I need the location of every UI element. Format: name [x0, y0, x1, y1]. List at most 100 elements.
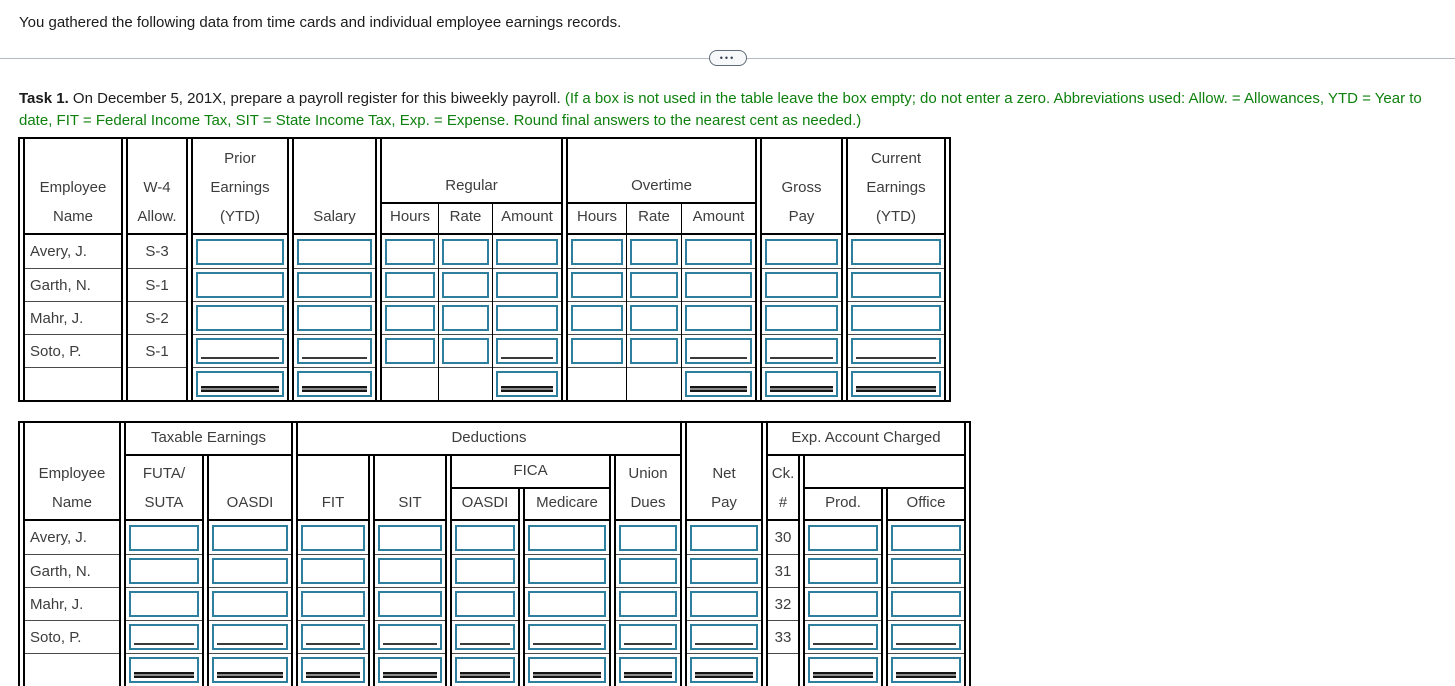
overtime-group: Overtime Hours Rate — [566, 139, 757, 400]
medicare-input[interactable] — [528, 558, 606, 584]
salary-input[interactable] — [297, 238, 372, 265]
regular-amount-input[interactable] — [496, 338, 558, 364]
gross-pay-input[interactable] — [765, 272, 838, 298]
current-earnings-total-input[interactable] — [851, 371, 941, 397]
current-earnings-input[interactable] — [851, 238, 941, 265]
current-earnings-input[interactable] — [851, 272, 941, 298]
prod-expense-total-input[interactable] — [808, 657, 878, 683]
current-earnings-input[interactable] — [851, 305, 941, 331]
medicare-total-input[interactable] — [528, 657, 606, 683]
sit-input[interactable] — [378, 591, 442, 617]
office-expense-input[interactable] — [891, 591, 961, 617]
fit-total-input[interactable] — [301, 657, 365, 683]
fica-oasdi-input[interactable] — [455, 591, 515, 617]
overtime-amount-input[interactable] — [685, 238, 752, 265]
taxable-oasdi-input[interactable] — [212, 524, 288, 551]
futa-suta-input[interactable] — [129, 624, 199, 650]
futa-suta-total-input[interactable] — [129, 657, 199, 683]
regular-amount-total-input[interactable] — [496, 371, 558, 397]
union-dues-input[interactable] — [619, 624, 677, 650]
overtime-rate-input[interactable] — [630, 238, 678, 265]
gross-pay-input[interactable] — [765, 238, 838, 265]
prior-earnings-input[interactable] — [196, 305, 284, 331]
salary-total-input[interactable] — [297, 371, 372, 397]
union-dues-total-input[interactable] — [619, 657, 677, 683]
net-pay-input[interactable] — [690, 558, 758, 584]
prod-expense-input[interactable] — [808, 624, 878, 650]
overtime-amount-input[interactable] — [685, 338, 752, 364]
net-pay-input[interactable] — [690, 591, 758, 617]
regular-hours-input[interactable] — [385, 305, 435, 331]
employee-name: Soto, P. — [30, 342, 82, 360]
fit-input[interactable] — [301, 558, 365, 584]
gross-pay-input[interactable] — [765, 305, 838, 331]
prior-earnings-input[interactable] — [196, 338, 284, 364]
net-pay-input[interactable] — [690, 624, 758, 650]
office-expense-input[interactable] — [891, 524, 961, 551]
regular-amount-input[interactable] — [496, 272, 558, 298]
office-expense-total-input[interactable] — [891, 657, 961, 683]
salary-input[interactable] — [297, 272, 372, 298]
sit-total-input[interactable] — [378, 657, 442, 683]
overtime-rate-input[interactable] — [630, 272, 678, 298]
prior-earnings-input[interactable] — [196, 238, 284, 265]
medicare-input[interactable] — [528, 524, 606, 551]
regular-rate-input[interactable] — [442, 338, 489, 364]
fica-oasdi-input[interactable] — [455, 558, 515, 584]
regular-rate-input[interactable] — [442, 305, 489, 331]
fica-oasdi-total-input[interactable] — [455, 657, 515, 683]
union-dues-input[interactable] — [619, 591, 677, 617]
taxable-oasdi-total-input[interactable] — [212, 657, 288, 683]
medicare-input[interactable] — [528, 624, 606, 650]
taxable-oasdi-input[interactable] — [212, 591, 288, 617]
regular-amount-input[interactable] — [496, 305, 558, 331]
regular-rate-input[interactable] — [442, 238, 489, 265]
net-pay-total-input[interactable] — [690, 657, 758, 683]
salary-input[interactable] — [297, 305, 372, 331]
taxable-oasdi-input[interactable] — [212, 624, 288, 650]
medicare-input[interactable] — [528, 591, 606, 617]
futa-suta-input[interactable] — [129, 524, 199, 551]
union-dues-input[interactable] — [619, 558, 677, 584]
overtime-hours-input[interactable] — [571, 238, 623, 265]
regular-amount-input[interactable] — [496, 238, 558, 265]
sit-input[interactable] — [378, 524, 442, 551]
sit-input[interactable] — [378, 624, 442, 650]
fit-input[interactable] — [301, 524, 365, 551]
overtime-rate-input[interactable] — [630, 338, 678, 364]
w4-value: S-1 — [145, 276, 169, 294]
overtime-amount-input[interactable] — [685, 272, 752, 298]
gross-pay-input[interactable] — [765, 338, 838, 364]
sit-input[interactable] — [378, 558, 442, 584]
current-earnings-input[interactable] — [851, 338, 941, 364]
prod-expense-input[interactable] — [808, 558, 878, 584]
fica-oasdi-input[interactable] — [455, 624, 515, 650]
prod-expense-input[interactable] — [808, 591, 878, 617]
regular-hours-input[interactable] — [385, 338, 435, 364]
overtime-amount-input[interactable] — [685, 305, 752, 331]
prior-earnings-total-input[interactable] — [196, 371, 284, 397]
regular-hours-input[interactable] — [385, 272, 435, 298]
prior-earnings-input[interactable] — [196, 272, 284, 298]
office-expense-input[interactable] — [891, 558, 961, 584]
overtime-amount-total-input[interactable] — [685, 371, 752, 397]
office-expense-input[interactable] — [891, 624, 961, 650]
gross-pay-total-input[interactable] — [765, 371, 838, 397]
net-pay-input[interactable] — [690, 524, 758, 551]
overtime-hours-input[interactable] — [571, 305, 623, 331]
ellipsis-button[interactable]: ••• — [708, 50, 747, 66]
regular-rate-input[interactable] — [442, 272, 489, 298]
overtime-hours-input[interactable] — [571, 338, 623, 364]
taxable-oasdi-input[interactable] — [212, 558, 288, 584]
salary-input[interactable] — [297, 338, 372, 364]
futa-suta-input[interactable] — [129, 558, 199, 584]
futa-suta-input[interactable] — [129, 591, 199, 617]
fit-input[interactable] — [301, 624, 365, 650]
overtime-rate-input[interactable] — [630, 305, 678, 331]
prod-expense-input[interactable] — [808, 524, 878, 551]
regular-hours-input[interactable] — [385, 238, 435, 265]
union-dues-input[interactable] — [619, 524, 677, 551]
fit-input[interactable] — [301, 591, 365, 617]
fica-oasdi-input[interactable] — [455, 524, 515, 551]
overtime-hours-input[interactable] — [571, 272, 623, 298]
